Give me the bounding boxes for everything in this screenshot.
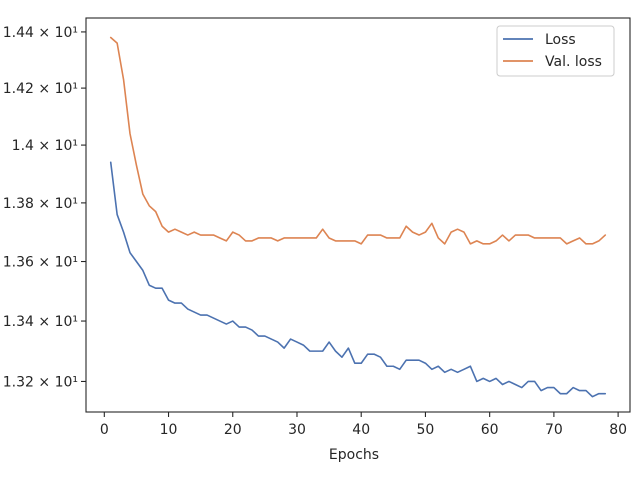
x-axis: 0 10 20 30 40 50 60 70 80	[100, 412, 627, 438]
y-tick-label: 1.38 × 10¹	[3, 196, 78, 212]
x-tick-label: 60	[481, 422, 499, 438]
y-tick-label: 1.42 × 10¹	[3, 81, 78, 97]
plot-lines	[109, 36, 607, 398]
x-tick-label: 10	[160, 422, 178, 438]
y-axis: 1.32 × 10¹ 1.34 × 10¹ 1.36 × 10¹ 1.38 × 10¹…	[3, 25, 86, 390]
x-tick-label: 40	[352, 422, 370, 438]
x-tick-label: 30	[288, 422, 306, 438]
x-tick-label: 20	[224, 422, 242, 438]
legend: Loss Val. loss	[496, 25, 615, 77]
x-tick-label: 70	[545, 422, 563, 438]
y-tick-label: 1.32 × 10¹	[3, 374, 78, 390]
y-tick-label: 1.36 × 10¹	[3, 255, 78, 271]
x-axis-label: Epochs	[329, 447, 379, 463]
legend-label-val-loss: Val. loss	[545, 54, 602, 70]
x-tick-label: 50	[417, 422, 435, 438]
y-tick-label: 1.34 × 10¹	[3, 314, 78, 330]
series-line-val-loss	[109, 36, 607, 245]
legend-label-loss: Loss	[545, 32, 576, 48]
y-tick-label: 1.44 × 10¹	[3, 25, 78, 41]
series-line-loss	[109, 161, 607, 398]
x-tick-label: 0	[100, 422, 109, 438]
x-tick-label: 80	[609, 422, 627, 438]
plot-frame	[85, 17, 631, 413]
y-tick-label: 1.4 × 10¹	[12, 138, 78, 154]
